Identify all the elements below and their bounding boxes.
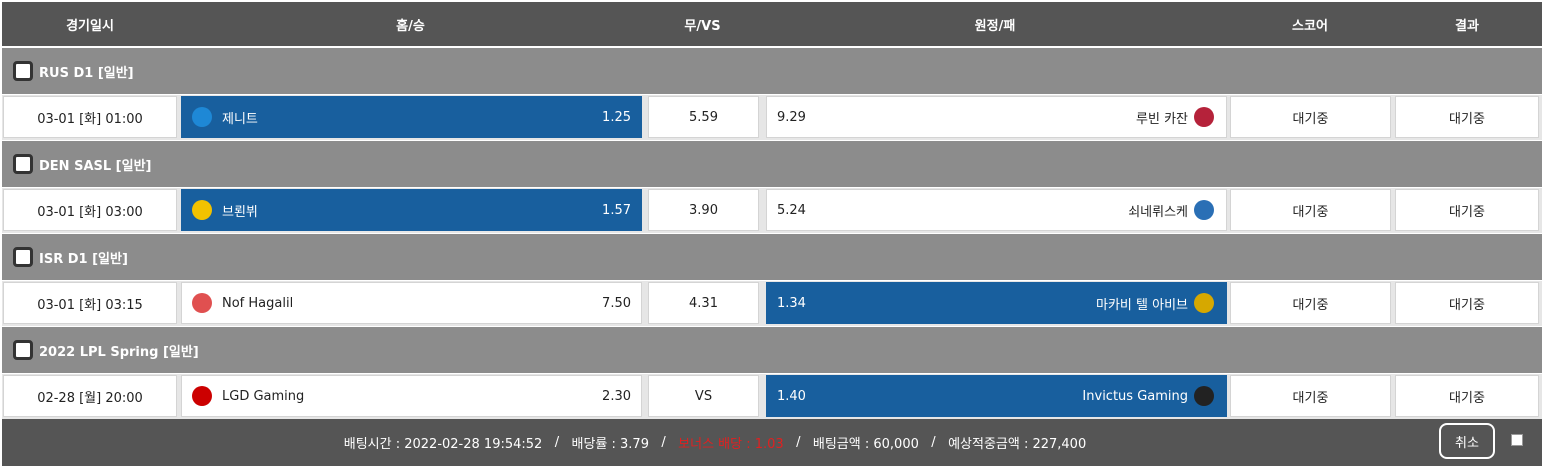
score: 대기중 (1230, 96, 1391, 138)
away-team: Invictus Gaming (1082, 388, 1188, 404)
home-cell[interactable]: LGD Gaming 2.30 (181, 375, 642, 417)
match-row: 03-01 [화] 03:00 브뢴뷔 1.57 3.90 5.24 쇠네뤼스케 대기중 대기… (2, 188, 1542, 233)
league-row: RUS D1 [일반] (2, 48, 1542, 94)
draw-cell[interactable]: 3.90 (648, 189, 759, 231)
home-cell[interactable]: 제니트 1.25 (181, 96, 642, 138)
team-icon (1194, 107, 1214, 127)
footer-summary: 배팅시간 : 2022-02-28 19:54:52 / 배당률 : 3.79 … (2, 418, 1428, 466)
home-odds: 2.30 (602, 388, 631, 404)
league-icon (13, 154, 33, 174)
draw-cell[interactable]: 5.59 (648, 96, 759, 138)
league-icon (13, 61, 33, 81)
away-cell[interactable]: 1.40 Invictus Gaming (766, 375, 1227, 417)
away-cell[interactable]: 9.29 루빈 카잔 (766, 96, 1227, 138)
away-cell[interactable]: 5.24 쇠네뤼스케 (766, 189, 1227, 231)
team-icon (1194, 293, 1214, 313)
home-team: LGD Gaming (222, 388, 305, 404)
away-odds: 9.29 (777, 109, 806, 125)
score: 대기중 (1230, 282, 1391, 324)
match-time: 03-01 [화] 03:15 (3, 282, 177, 324)
match-time: 03-01 [화] 01:00 (3, 96, 177, 138)
footer-bar: 배팅시간 : 2022-02-28 19:54:52 / 배당률 : 3.79 … (2, 418, 1542, 466)
column-header: 원정/패 (974, 18, 1016, 34)
home-team: Nof Hagalil (222, 295, 294, 311)
league-name: ISR D1 [일반] (39, 251, 128, 267)
home-team: 제니트 (222, 111, 258, 127)
result: 대기중 (1395, 282, 1539, 324)
separator: / (648, 434, 679, 450)
league-icon (13, 247, 33, 267)
bonus-odds: 보너스 배당 : 1.03 (678, 436, 784, 452)
draw-cell[interactable]: VS (648, 375, 759, 417)
away-odds: 5.24 (777, 202, 806, 218)
league-name: DEN SASL [일반] (39, 158, 152, 174)
league-name: 2022 LPL Spring [일반] (39, 344, 199, 360)
away-team: 쇠네뤼스케 (1128, 204, 1188, 220)
header-row: 경기일시 홈/승 무/VS 원정/패 스코어 결과 (2, 2, 1542, 46)
column-header: 스코어 (1292, 18, 1328, 34)
league-row: 2022 LPL Spring [일반] (2, 327, 1542, 373)
match-time: 02-28 [월] 20:00 (3, 375, 177, 417)
column-header: 무/VS (684, 18, 721, 34)
team-icon (1194, 200, 1214, 220)
league-row: DEN SASL [일반] (2, 141, 1542, 187)
match-row: 03-01 [화] 01:00 제니트 1.25 5.59 9.29 루빈 카잔 대기중 대기… (2, 95, 1542, 140)
away-team: 루빈 카잔 (1136, 111, 1188, 127)
team-icon (192, 293, 212, 313)
draw-cell[interactable]: 4.31 (648, 282, 759, 324)
score: 대기중 (1230, 189, 1391, 231)
league-row: ISR D1 [일반] (2, 234, 1542, 280)
score: 대기중 (1230, 375, 1391, 417)
away-odds: 1.40 (777, 388, 806, 404)
away-team: 마카비 텔 아비브 (1096, 297, 1188, 313)
match-row: 02-28 [월] 20:00 LGD Gaming 2.30 VS 1.40 Invic… (2, 374, 1542, 419)
home-odds: 1.25 (602, 109, 631, 125)
home-cell[interactable]: Nof Hagalil 7.50 (181, 282, 642, 324)
separator: / (918, 434, 949, 450)
away-cell[interactable]: 1.34 마카비 텔 아비브 (766, 282, 1227, 324)
team-icon (1194, 386, 1214, 406)
expected-win: 예상적중금액 : 227,400 (948, 436, 1087, 452)
home-odds: 1.57 (602, 202, 631, 218)
checkbox[interactable] (1511, 434, 1523, 446)
column-header: 결과 (1455, 18, 1479, 34)
league-icon (13, 340, 33, 360)
result: 대기중 (1395, 96, 1539, 138)
match-time: 03-01 [화] 03:00 (3, 189, 177, 231)
bet-time: 배팅시간 : 2022-02-28 19:54:52 (343, 436, 543, 452)
league-name: RUS D1 [일반] (39, 65, 134, 81)
column-header: 홈/승 (396, 18, 425, 34)
team-icon (192, 107, 212, 127)
home-team: 브뢴뷔 (222, 204, 258, 220)
match-row: 03-01 [화] 03:15 Nof Hagalil 7.50 4.31 1.34 마카… (2, 281, 1542, 326)
team-icon (192, 200, 212, 220)
away-odds: 1.34 (777, 295, 806, 311)
bet-amount: 배팅금액 : 60,000 (812, 436, 919, 452)
separator: / (542, 434, 572, 450)
home-odds: 7.50 (602, 295, 631, 311)
home-cell[interactable]: 브뢴뷔 1.57 (181, 189, 642, 231)
result: 대기중 (1395, 375, 1539, 417)
total-odds: 배당률 : 3.79 (571, 436, 649, 452)
separator: / (783, 434, 813, 450)
cancel-button[interactable]: 취소 (1439, 423, 1495, 459)
column-header: 경기일시 (66, 18, 114, 34)
result: 대기중 (1395, 189, 1539, 231)
team-icon (192, 386, 212, 406)
